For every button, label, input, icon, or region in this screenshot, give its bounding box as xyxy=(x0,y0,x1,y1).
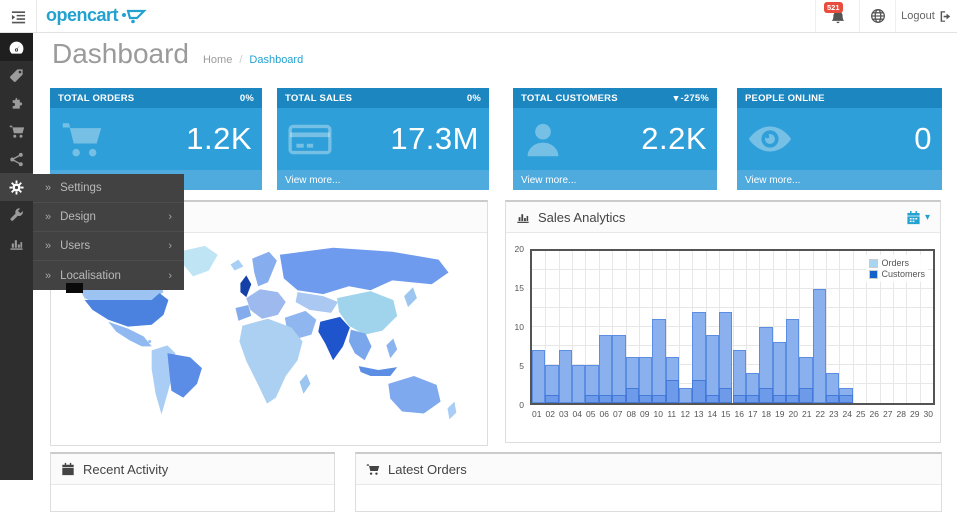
logout-button[interactable]: Logout xyxy=(895,0,957,32)
wrench-icon xyxy=(9,207,24,223)
notification-badge: 521 xyxy=(824,2,843,13)
breadcrumb-current-link[interactable]: Dashboard xyxy=(249,54,304,66)
opencart-logo[interactable]: opencart xyxy=(46,5,147,26)
sidebar-item-reports[interactable] xyxy=(0,229,33,257)
legend-orders-swatch xyxy=(869,258,879,268)
sales-analytics-panel: Sales Analytics ▾ 0 5 10 15 20 Orders Custom… xyxy=(505,200,941,443)
indent-menu-icon xyxy=(11,9,26,24)
view-more-link[interactable]: View more... xyxy=(277,170,489,190)
chart-legend: Orders Customers xyxy=(866,255,928,282)
cart-icon xyxy=(60,119,104,159)
eye-icon xyxy=(747,122,793,156)
double-chevron-icon: » xyxy=(45,182,52,194)
sidebar-item-marketing[interactable] xyxy=(0,145,33,173)
sidebar-item-dashboard[interactable] xyxy=(0,33,33,61)
chart-x-axis: 01 02 03 04 05 06 07 08 09 10 11 12 13 14 15 16 17 18 19 20… xyxy=(532,409,933,419)
page-title: Dashboard xyxy=(52,38,189,69)
topbar: opencart 521 Logout xyxy=(0,0,957,33)
chart-plot-area: Orders Customers xyxy=(530,249,935,405)
tile-total-sales: TOTAL SALES 0% 17.3M View more... xyxy=(277,88,489,190)
globe-icon xyxy=(870,8,886,24)
sidebar xyxy=(0,33,33,480)
sidebar-item-tools[interactable] xyxy=(0,201,33,229)
share-alt-icon xyxy=(9,152,24,167)
sidebar-item-catalog[interactable] xyxy=(0,61,33,89)
tile-value: 0 xyxy=(914,121,932,156)
logout-label: Logout xyxy=(901,10,935,22)
cursor-artifact xyxy=(66,283,83,293)
tile-total-customers: TOTAL CUSTOMERS ▾ -275% 2.2K View more... xyxy=(513,88,717,190)
breadcrumb-home-link[interactable]: Home xyxy=(202,54,233,66)
calendar-icon xyxy=(906,210,921,225)
chevron-right-icon: › xyxy=(168,211,172,223)
tile-change: 0% xyxy=(239,92,254,104)
recent-activity-panel: Recent Activity xyxy=(50,452,335,512)
bar-chart-icon xyxy=(516,210,530,224)
tile-title: TOTAL CUSTOMERS xyxy=(521,92,618,104)
latest-orders-panel: Latest Orders xyxy=(355,452,942,512)
tile-value: 17.3M xyxy=(390,121,479,156)
chart-range-button[interactable]: ▾ xyxy=(906,210,930,225)
sidebar-item-system[interactable] xyxy=(0,173,33,201)
caret-down-icon: ▾ xyxy=(673,92,679,104)
breadcrumb: Home / Dashboard xyxy=(203,54,303,66)
legend-customers: Customers xyxy=(869,269,925,279)
opencart-cart-mark-icon xyxy=(121,8,147,24)
puzzle-piece-icon xyxy=(9,96,24,111)
language-globe-button[interactable] xyxy=(859,0,895,32)
breadcrumb-separator: / xyxy=(239,54,243,66)
user-icon xyxy=(523,119,563,159)
double-chevron-icon: » xyxy=(45,269,52,282)
flyout-item-users[interactable]: » Users › xyxy=(33,232,184,261)
flyout-item-design[interactable]: » Design › xyxy=(33,203,184,232)
system-flyout-menu: » Settings » Design › » Users › » Locali… xyxy=(33,174,184,290)
tile-title: PEOPLE ONLINE xyxy=(745,92,825,104)
tag-icon xyxy=(9,68,24,83)
caret-down-icon: ▾ xyxy=(924,211,930,223)
chevron-right-icon: › xyxy=(168,269,172,282)
shopping-cart-icon xyxy=(9,124,25,139)
sidebar-item-extensions[interactable] xyxy=(0,89,33,117)
shopping-cart-icon xyxy=(366,463,380,476)
tile-change: ▾ -275% xyxy=(673,92,709,104)
tile-people-online: PEOPLE ONLINE 0 View more... xyxy=(737,88,942,190)
legend-orders: Orders xyxy=(869,258,925,268)
bar-chart-icon xyxy=(9,236,24,251)
dashboard-speedometer-icon xyxy=(8,40,25,55)
logo-text: opencart xyxy=(46,5,119,25)
chevron-right-icon: › xyxy=(168,240,172,252)
recent-activity-title: Recent Activity xyxy=(83,461,169,477)
sidebar-item-sales[interactable] xyxy=(0,117,33,145)
gear-icon xyxy=(9,179,24,195)
calendar-icon xyxy=(61,462,75,476)
tile-value: 2.2K xyxy=(641,121,707,156)
view-more-link[interactable]: View more... xyxy=(513,170,717,190)
tile-value: 1.2K xyxy=(186,121,252,156)
latest-orders-title: Latest Orders xyxy=(388,461,467,477)
double-chevron-icon: » xyxy=(45,211,52,223)
sign-out-icon xyxy=(939,10,952,23)
notifications-button[interactable]: 521 xyxy=(815,0,859,32)
view-more-link[interactable]: View more... xyxy=(737,170,942,190)
tile-title: TOTAL ORDERS xyxy=(58,92,135,104)
menu-toggle-button[interactable] xyxy=(0,0,37,32)
chart-y-axis: 0 5 10 15 20 xyxy=(514,244,524,410)
flyout-item-settings[interactable]: » Settings xyxy=(33,174,184,203)
credit-card-icon xyxy=(287,120,333,158)
legend-customers-swatch xyxy=(869,269,879,279)
tile-title: TOTAL SALES xyxy=(285,92,353,104)
tile-change: 0% xyxy=(466,92,481,104)
sales-analytics-title: Sales Analytics xyxy=(538,209,626,225)
double-chevron-icon: » xyxy=(45,240,52,252)
flyout-item-localisation[interactable]: » Localisation › xyxy=(45,269,172,282)
